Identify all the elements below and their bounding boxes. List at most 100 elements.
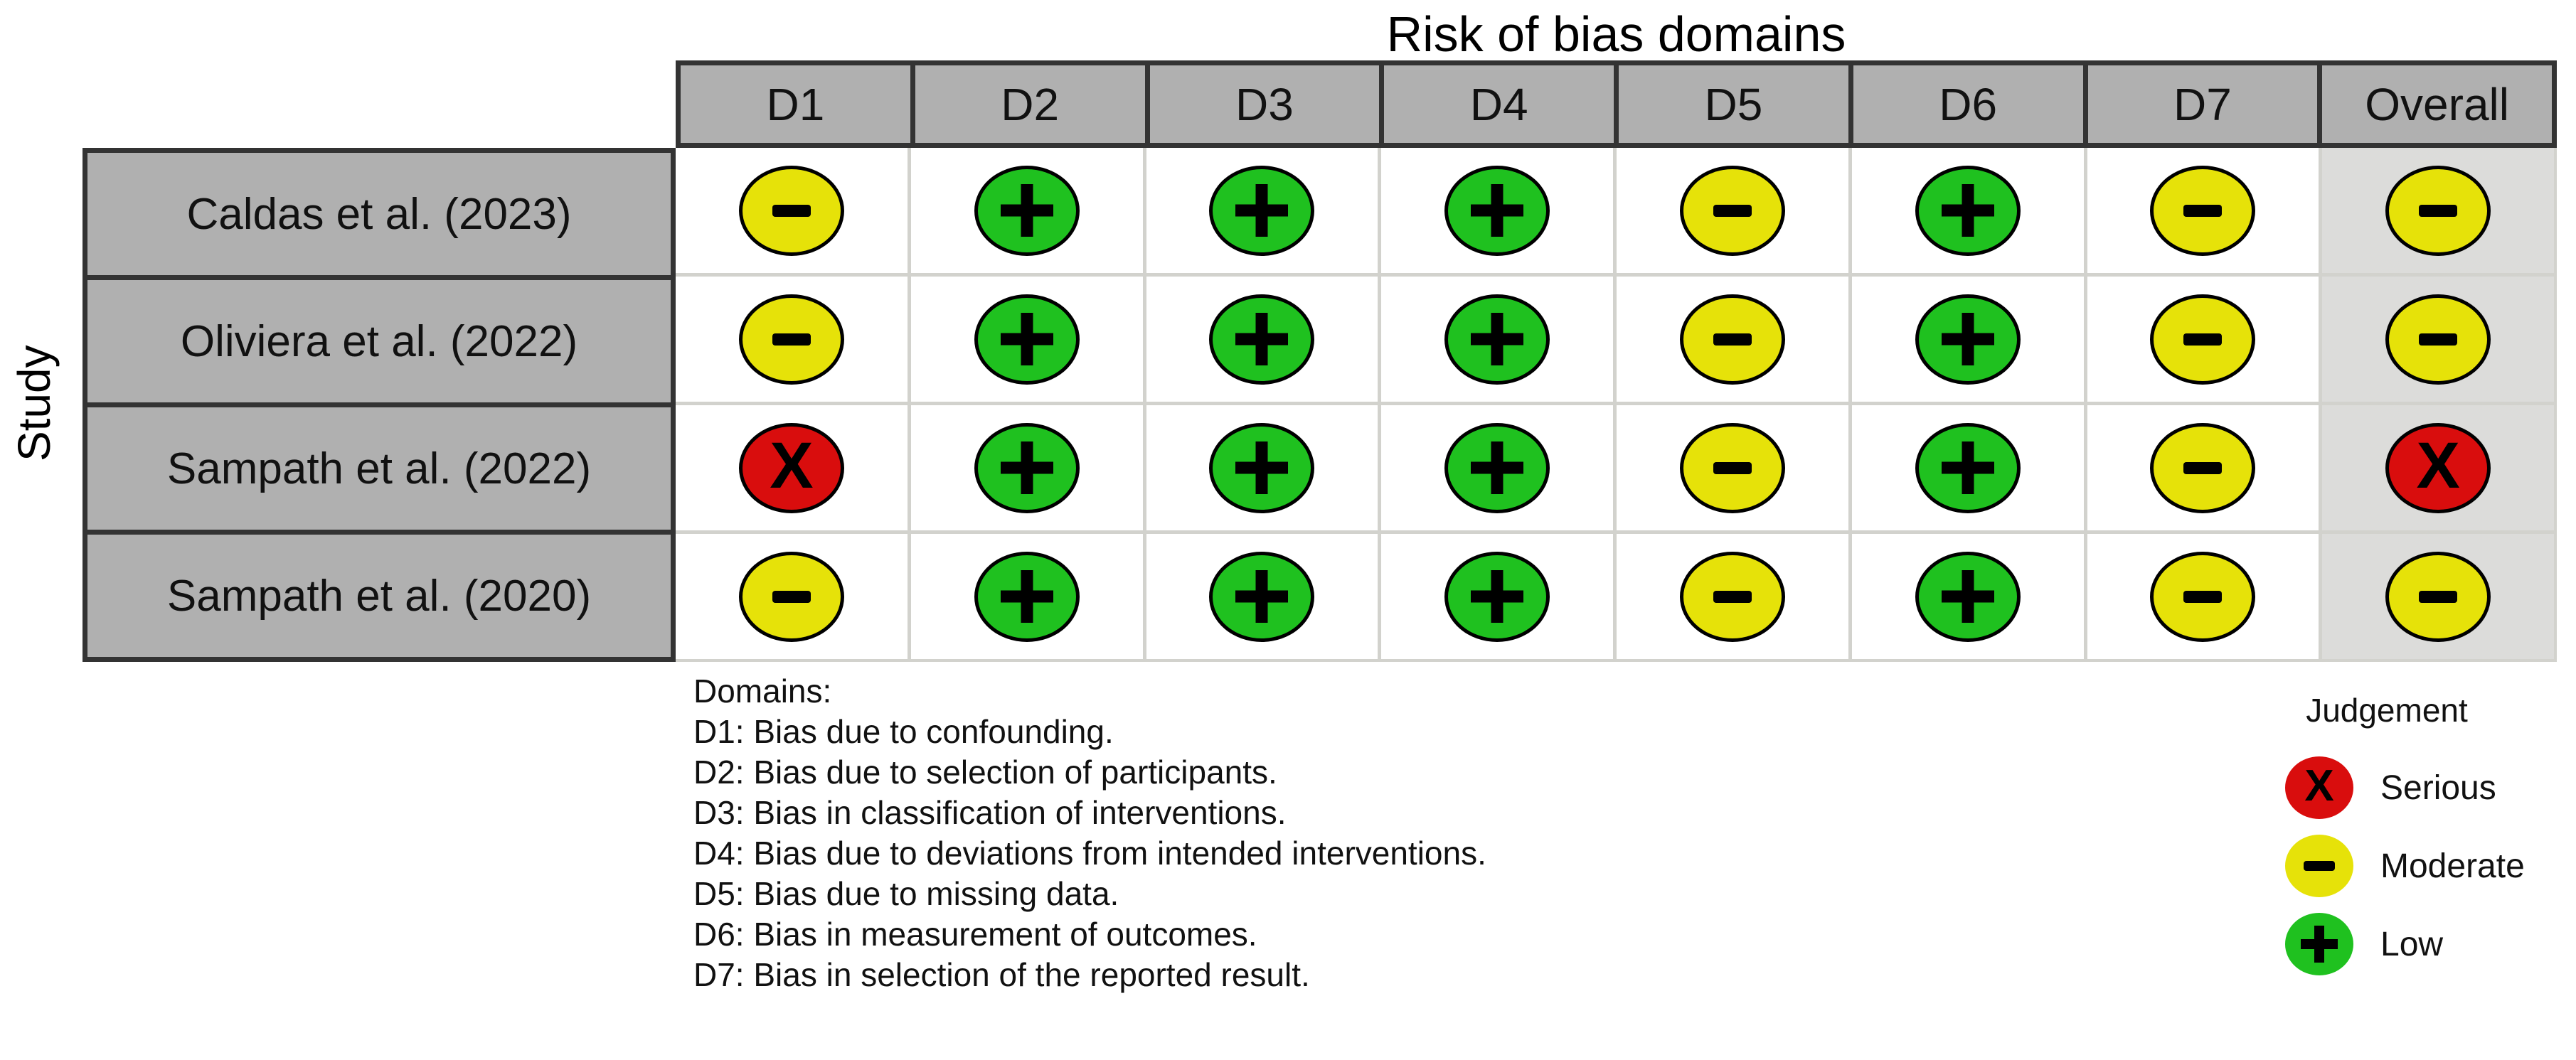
judgement-cell <box>676 148 908 273</box>
column-header-d1: D1 <box>681 65 910 143</box>
judgement-moderate-icon <box>738 551 844 642</box>
judgement-low-icon <box>1209 422 1315 513</box>
plus-symbol <box>1942 184 1994 237</box>
judgement-cell <box>1146 534 1378 659</box>
plus-symbol <box>1001 570 1053 623</box>
column-header-d3: D3 <box>1149 65 1380 143</box>
judgement-cell <box>910 534 1143 659</box>
judgement-moderate-icon <box>2385 294 2491 385</box>
legend-item-moderate: Moderate <box>2285 835 2525 897</box>
study-column: Caldas et al. (2023) Oliviera et al. (202… <box>83 148 676 662</box>
judgement-cell <box>2087 405 2319 530</box>
judgement-cell <box>1146 405 1378 530</box>
judgement-low-icon <box>2285 913 2353 975</box>
judgement-moderate-icon <box>738 165 844 256</box>
minus-symbol <box>1713 461 1752 474</box>
domain-definition: D5: Bias due to missing data. <box>693 875 1119 912</box>
plus-symbol <box>2301 926 2338 963</box>
plus-symbol <box>1235 441 1288 494</box>
judgement-low-icon <box>1915 422 2021 513</box>
legend: Judgement X Serious Moderate Low <box>2285 691 2525 991</box>
column-header-d4: D4 <box>1384 65 1614 143</box>
minus-symbol <box>772 333 811 346</box>
judgement-cell <box>1146 148 1378 273</box>
domain-header-row: D1 D2 D3 D4 D5 D6 D7 Overall <box>676 60 2557 148</box>
judgement-cell <box>1851 534 2084 659</box>
judgement-cell: X <box>2322 405 2554 530</box>
minus-symbol <box>2183 590 2223 603</box>
judgement-moderate-icon <box>1679 551 1785 642</box>
judgement-moderate-icon <box>738 294 844 385</box>
minus-symbol <box>2304 861 2335 871</box>
judgement-moderate-icon <box>2285 835 2353 897</box>
minus-symbol <box>2183 204 2223 217</box>
judgement-low-icon <box>974 165 1080 256</box>
judgement-cell <box>676 277 908 402</box>
judgement-cell <box>1381 534 1613 659</box>
judgement-cell <box>1617 277 1848 402</box>
minus-symbol <box>1713 590 1752 603</box>
judgement-cell <box>2087 148 2319 273</box>
plus-symbol <box>1001 313 1053 365</box>
judgement-low-icon <box>1915 551 2021 642</box>
plus-symbol <box>1942 570 1994 623</box>
judgement-cell <box>2087 277 2319 402</box>
judgement-cell <box>1617 148 1848 273</box>
judgement-cell <box>910 405 1143 530</box>
plus-symbol <box>1235 313 1288 365</box>
domain-definition: D2: Bias due to selection of participant… <box>693 754 1277 791</box>
plus-symbol <box>1942 441 1994 494</box>
x-symbol: X <box>770 429 814 502</box>
plus-symbol <box>1001 441 1053 494</box>
judgement-moderate-icon <box>2385 165 2491 256</box>
judgement-low-icon <box>974 422 1080 513</box>
column-header-d6: D6 <box>1853 65 2083 143</box>
legend-title: Judgement <box>2306 692 2468 729</box>
judgement-low-icon <box>1444 422 1550 513</box>
minus-symbol <box>772 204 811 217</box>
minus-symbol <box>2419 333 2458 346</box>
legend-label: Serious <box>2380 769 2496 807</box>
column-header-d7: D7 <box>2087 65 2318 143</box>
minus-symbol <box>772 590 811 603</box>
judgement-moderate-icon <box>1679 422 1785 513</box>
judgement-low-icon <box>1444 165 1550 256</box>
minus-symbol <box>2419 590 2458 603</box>
judgement-moderate-icon <box>2385 551 2491 642</box>
minus-symbol <box>1713 204 1752 217</box>
y-axis-label: Study <box>9 345 60 461</box>
column-header-d2: D2 <box>915 65 1145 143</box>
plus-symbol <box>1235 570 1288 623</box>
judgement-cell <box>1381 405 1613 530</box>
judgement-cell <box>1617 405 1848 530</box>
domains-note: Domains: D1: Bias due to confounding. D2:… <box>693 671 1486 995</box>
judgement-serious-icon: X <box>2385 422 2491 513</box>
domain-definition: D7: Bias in selection of the reported re… <box>693 956 1310 993</box>
minus-symbol <box>1713 333 1752 346</box>
legend-label: Moderate <box>2380 847 2525 885</box>
plus-symbol <box>1942 313 1994 365</box>
column-header-d5: D5 <box>1619 65 1848 143</box>
minus-symbol <box>2419 204 2458 217</box>
plus-symbol <box>1471 570 1523 623</box>
judgement-low-icon <box>1915 165 2021 256</box>
legend-item-serious: X Serious <box>2285 756 2525 819</box>
plus-symbol <box>1471 441 1523 494</box>
judgement-cell <box>1381 277 1613 402</box>
plus-symbol <box>1001 184 1053 237</box>
minus-symbol <box>2183 461 2223 474</box>
judgement-cell <box>2322 148 2554 273</box>
judgement-moderate-icon <box>1679 294 1785 385</box>
judgement-cell <box>1146 277 1378 402</box>
judgement-serious-icon: X <box>738 422 844 513</box>
judgement-cell <box>2322 534 2554 659</box>
judgement-low-icon <box>974 551 1080 642</box>
plus-symbol <box>1471 313 1523 365</box>
study-label: Caldas et al. (2023) <box>87 153 671 275</box>
judgement-low-icon <box>974 294 1080 385</box>
judgement-moderate-icon <box>2150 551 2256 642</box>
judgement-moderate-icon <box>2150 165 2256 256</box>
judgement-cell <box>1381 148 1613 273</box>
